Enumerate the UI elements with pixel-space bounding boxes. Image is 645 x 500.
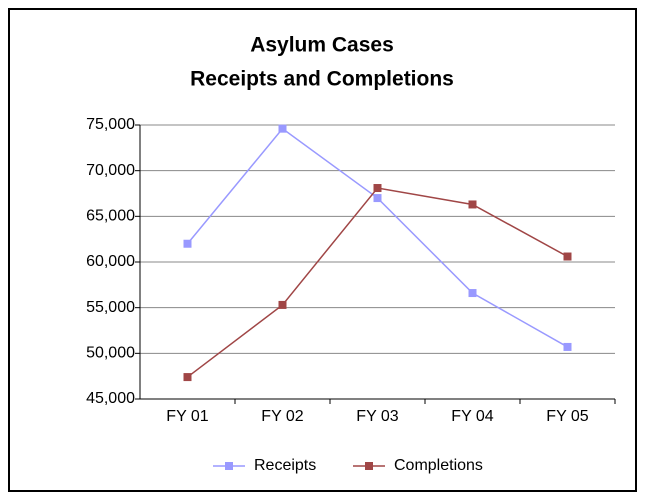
series-marker: [563, 252, 572, 261]
chart-title: Asylum Cases: [250, 34, 394, 57]
legend-marker: [365, 462, 373, 470]
x-tick-label: FY 02: [261, 408, 304, 425]
y-tick-label: 75,000: [86, 116, 135, 133]
x-tick-label: FY 05: [546, 408, 589, 425]
x-tick-label: FY 04: [451, 408, 494, 425]
x-tick-label: FY 01: [166, 408, 209, 425]
series-marker: [373, 184, 382, 193]
series-marker: [183, 373, 192, 382]
series-marker: [468, 289, 477, 298]
legend-label: Completions: [394, 457, 483, 474]
series-marker: [468, 200, 477, 209]
y-tick-label: 70,000: [86, 162, 135, 179]
x-tick-label: FY 03: [356, 408, 399, 425]
legend-label: Receipts: [254, 457, 316, 474]
y-tick-label: 65,000: [86, 208, 135, 225]
series-marker: [563, 342, 572, 351]
chart-subtitle: Receipts and Completions: [190, 68, 454, 91]
series-marker: [278, 300, 287, 309]
legend-marker: [225, 462, 233, 470]
series-marker: [278, 124, 287, 133]
y-tick-label: 50,000: [86, 345, 135, 362]
series-marker: [183, 239, 192, 248]
y-tick-label: 55,000: [86, 299, 135, 316]
y-tick-label: 45,000: [86, 390, 135, 407]
chart-border: [8, 8, 637, 492]
series-marker: [373, 194, 382, 203]
y-tick-label: 60,000: [86, 253, 135, 270]
